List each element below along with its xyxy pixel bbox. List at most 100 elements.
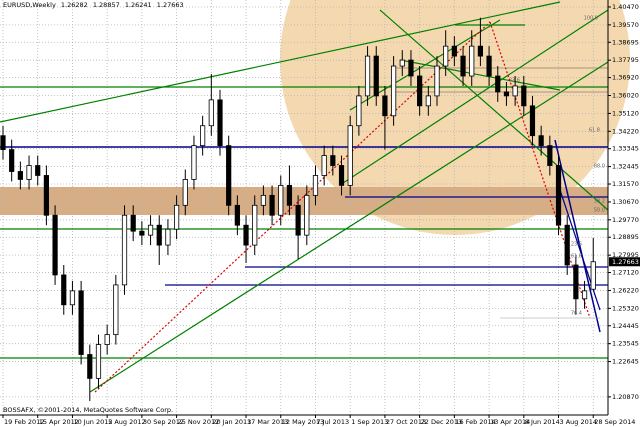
candle-body <box>269 194 275 216</box>
y-tick-label: 1.30670 <box>612 198 639 206</box>
y-tick-label: 1.38695 <box>612 38 639 46</box>
candle-body <box>252 204 258 246</box>
candle-body <box>312 175 319 196</box>
candle-body <box>61 274 67 306</box>
candle-body <box>165 228 171 246</box>
candle-body <box>495 75 501 93</box>
candle-body <box>555 165 562 226</box>
y-tick-label: 1.26220 <box>612 286 639 294</box>
candle-body <box>208 99 214 127</box>
candle-body <box>382 95 388 117</box>
header-close: 1.27663 <box>157 1 184 9</box>
candle-body <box>234 204 240 226</box>
candle-body <box>191 145 197 180</box>
candle-body <box>121 214 128 286</box>
y-tick-label: 1.28895 <box>612 233 639 241</box>
candle-body <box>529 105 536 137</box>
x-tick-label: 17 Mar 2013 <box>247 418 288 426</box>
candle-body <box>364 55 371 97</box>
y-tick-label: 1.29770 <box>612 216 639 224</box>
candle-body <box>451 45 457 57</box>
candle-body <box>217 99 223 147</box>
candle-body <box>0 135 6 151</box>
y-tick-label: 1.31570 <box>612 180 639 188</box>
candle-body <box>399 59 405 67</box>
y-tick-label: 1.27120 <box>612 269 639 277</box>
y-tick-label: 1.36020 <box>612 91 639 99</box>
candle-body <box>521 85 527 107</box>
y-tick-label: 1.33345 <box>612 145 639 153</box>
y-tick-label: 1.27995 <box>612 251 639 259</box>
y-tick-label: 1.39570 <box>612 21 639 29</box>
candle-body <box>503 91 510 97</box>
candle-body <box>443 45 449 67</box>
candle-body <box>26 165 32 180</box>
fib-label: 23.6 <box>509 78 520 84</box>
candle-body <box>590 261 596 290</box>
candle-body <box>469 45 475 77</box>
candle-body <box>425 95 431 107</box>
candle-body <box>512 85 518 97</box>
fib-label: 100.0 <box>584 16 598 22</box>
x-tick-label: 19 Feb 2012 <box>4 418 44 426</box>
candle-body <box>356 95 362 127</box>
x-tick-label: 27 Oct 2013 <box>386 418 426 426</box>
candle-body <box>104 334 110 345</box>
candle-body <box>373 55 379 97</box>
x-tick-label: 3 Aug 2014 <box>560 418 598 426</box>
candle-body <box>9 149 15 172</box>
trend-line <box>0 1 561 123</box>
x-tick-label: 10 Jun 2012 <box>73 418 112 426</box>
y-tick-label: 1.40470 <box>612 3 639 11</box>
x-tick-label: 7 Jul 2013 <box>316 418 349 426</box>
candle-body <box>52 214 58 276</box>
candle-body <box>538 135 544 147</box>
candle-body <box>113 284 119 336</box>
footer: BOSSAFX, ©2001-2014, MetaQuotes Software… <box>3 406 173 414</box>
fib-label: 23.6 <box>571 242 582 248</box>
trend-line <box>379 9 609 211</box>
candle-body <box>78 290 84 355</box>
candle-body <box>278 185 284 216</box>
x-tick-label: 28 Sep 2014 <box>594 418 635 426</box>
candle-body <box>321 155 327 176</box>
candle-body <box>486 55 492 77</box>
x-tick-label: 1 Sep 2013 <box>351 418 388 426</box>
candle-body <box>43 175 50 216</box>
candle-body <box>17 171 23 180</box>
header-low: 1.26241 <box>125 1 152 9</box>
candle-body <box>573 264 579 300</box>
candle-body <box>304 194 310 236</box>
candle-body <box>390 65 397 117</box>
candle-body <box>286 185 293 206</box>
symbol: EURUSD,Weekly <box>3 1 56 9</box>
candle-body <box>347 125 353 186</box>
candle-body <box>182 179 188 206</box>
candle-body <box>69 290 76 306</box>
header-open: 1.26282 <box>61 1 88 9</box>
candle-body <box>564 224 570 266</box>
trend-line <box>399 59 561 91</box>
header-high: 1.28857 <box>93 1 120 9</box>
candle-body <box>243 224 249 246</box>
x-tick-label: 8 Jun 2014 <box>525 418 560 426</box>
y-tick-label: 1.22645 <box>612 358 639 366</box>
candle-body <box>156 224 162 246</box>
chart-title: EURUSD,Weekly 1.26282 1.28857 1.26241 1.… <box>3 1 184 9</box>
candle-body <box>260 194 267 206</box>
candle-body <box>35 165 41 176</box>
x-tick-label: 15 Apr 2012 <box>39 418 79 426</box>
candle-body <box>434 65 440 97</box>
y-tick-label: 1.37795 <box>612 56 639 64</box>
candle-body <box>87 354 93 379</box>
x-tick-label: 20 Jan 2013 <box>212 418 251 426</box>
candles <box>0 17 596 402</box>
candle-body <box>139 230 145 236</box>
candle-body <box>147 224 154 236</box>
y-tick-label: 1.32445 <box>612 163 639 171</box>
x-tick-label: 22 Dec 2013 <box>421 418 463 426</box>
candle-body <box>338 165 345 186</box>
price-tag <box>609 257 640 267</box>
candle-body <box>200 125 206 147</box>
